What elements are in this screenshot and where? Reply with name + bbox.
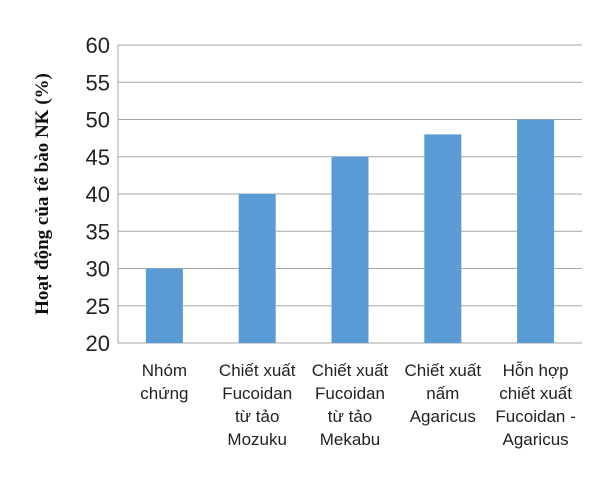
bar [517,119,555,343]
bar [331,156,369,343]
y-tick-label: 25 [86,294,110,319]
bar [424,134,462,343]
y-tick-label: 45 [86,145,110,170]
x-category-label: Hỗn hợp chiết xuất Fucoidan -Agaricus [495,361,575,449]
y-tick-label: 55 [86,70,110,95]
y-tick-label: 60 [86,33,110,58]
x-category-label: Chiết xuất nấm Agaricus [405,361,482,426]
bar [145,268,183,343]
y-tick-label: 40 [86,182,110,207]
bar [238,194,276,343]
y-axis-title: Hoạt động của tế bào NK (%) [32,73,53,315]
x-category-label: Chiết xuất Fucoidan từ tảo Mozuku [219,361,296,449]
y-tick-label: 30 [86,257,110,282]
x-category-label: Nhóm chứng [140,361,188,403]
bars [145,119,555,343]
x-category-label: Chiết xuất Fucoidan từ tảo Mekabu [312,361,389,449]
y-tick-labels: 20 25 30 35 40 45 50 55 60 [86,33,110,356]
y-tick-label: 50 [86,108,110,133]
y-tick-label: 20 [86,331,110,356]
y-tick-label: 35 [86,219,110,244]
